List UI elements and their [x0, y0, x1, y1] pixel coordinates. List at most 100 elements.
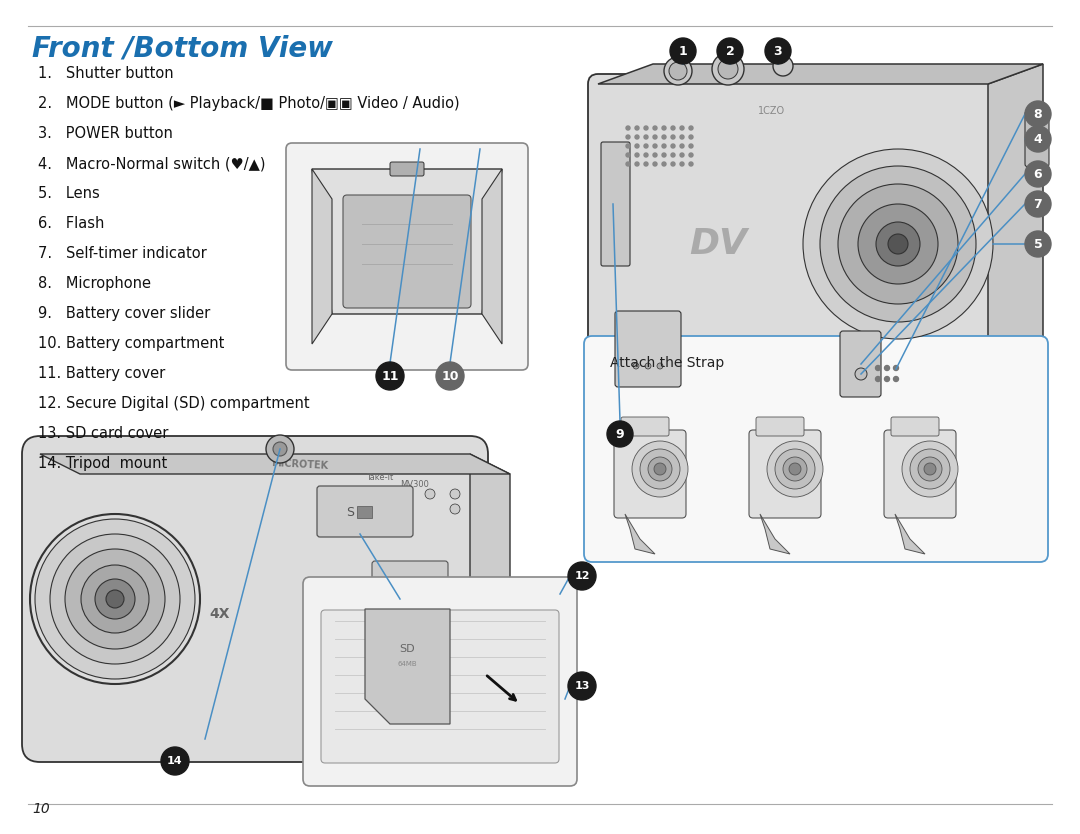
Circle shape — [662, 135, 666, 139]
Circle shape — [712, 53, 744, 85]
Text: Attach the Strap: Attach the Strap — [610, 356, 725, 370]
Text: 13. SD card cover: 13. SD card cover — [38, 426, 168, 441]
Circle shape — [644, 162, 648, 166]
FancyBboxPatch shape — [885, 430, 956, 518]
Circle shape — [607, 421, 633, 447]
Circle shape — [680, 144, 684, 148]
Text: 3: 3 — [773, 44, 782, 58]
Circle shape — [626, 126, 630, 130]
FancyBboxPatch shape — [1025, 111, 1049, 167]
Text: 9.   Battery cover slider: 9. Battery cover slider — [38, 306, 211, 321]
Polygon shape — [357, 506, 372, 518]
FancyBboxPatch shape — [615, 430, 686, 518]
Circle shape — [95, 579, 135, 619]
Polygon shape — [760, 514, 789, 554]
Circle shape — [654, 463, 666, 475]
Circle shape — [773, 56, 793, 76]
Text: 6.   Flash: 6. Flash — [38, 216, 105, 231]
Text: Front /Bottom View: Front /Bottom View — [32, 34, 333, 62]
Text: 11: 11 — [381, 369, 399, 383]
Text: 6: 6 — [1034, 168, 1042, 180]
FancyBboxPatch shape — [303, 577, 577, 786]
FancyBboxPatch shape — [584, 336, 1048, 562]
Circle shape — [671, 144, 675, 148]
Text: 5: 5 — [1034, 238, 1042, 250]
Circle shape — [644, 135, 648, 139]
Text: 1: 1 — [678, 44, 687, 58]
Circle shape — [680, 153, 684, 157]
Circle shape — [662, 126, 666, 130]
Circle shape — [718, 59, 738, 79]
FancyBboxPatch shape — [600, 142, 630, 266]
Text: 8: 8 — [1034, 108, 1042, 120]
Circle shape — [775, 449, 815, 489]
Circle shape — [680, 162, 684, 166]
Polygon shape — [470, 454, 510, 744]
FancyBboxPatch shape — [756, 417, 804, 436]
Circle shape — [662, 162, 666, 166]
Circle shape — [680, 126, 684, 130]
Circle shape — [671, 162, 675, 166]
Circle shape — [450, 504, 460, 514]
Text: 2: 2 — [726, 44, 734, 58]
Text: 14. Tripod  mount: 14. Tripod mount — [38, 456, 167, 471]
Circle shape — [893, 365, 899, 370]
Circle shape — [657, 363, 663, 369]
FancyBboxPatch shape — [22, 436, 488, 762]
Circle shape — [640, 449, 680, 489]
Circle shape — [662, 144, 666, 148]
Polygon shape — [482, 169, 502, 344]
Circle shape — [876, 222, 920, 266]
Text: 10: 10 — [442, 369, 459, 383]
Text: 10: 10 — [32, 802, 50, 816]
Circle shape — [689, 135, 693, 139]
Circle shape — [671, 126, 675, 130]
Text: 14: 14 — [167, 756, 183, 766]
Circle shape — [1025, 161, 1051, 187]
Circle shape — [671, 153, 675, 157]
Text: 4: 4 — [1034, 133, 1042, 145]
Circle shape — [858, 204, 939, 284]
Circle shape — [644, 144, 648, 148]
Circle shape — [648, 457, 672, 481]
Circle shape — [35, 519, 195, 679]
Text: MV300: MV300 — [401, 480, 430, 489]
Polygon shape — [895, 514, 924, 554]
Text: 3.   POWER button: 3. POWER button — [38, 126, 173, 141]
FancyBboxPatch shape — [286, 143, 528, 370]
Circle shape — [910, 449, 950, 489]
Circle shape — [717, 38, 743, 64]
FancyBboxPatch shape — [588, 74, 998, 434]
Circle shape — [632, 441, 688, 497]
Circle shape — [838, 184, 958, 304]
Circle shape — [644, 126, 648, 130]
Circle shape — [50, 534, 180, 664]
Circle shape — [885, 376, 890, 381]
Text: MICROTEK: MICROTEK — [271, 458, 328, 470]
Circle shape — [436, 362, 464, 390]
Polygon shape — [312, 169, 502, 314]
Circle shape — [568, 672, 596, 700]
Circle shape — [902, 441, 958, 497]
Circle shape — [789, 463, 801, 475]
Text: 7.   Self-timer indicator: 7. Self-timer indicator — [38, 246, 206, 261]
Circle shape — [876, 365, 880, 370]
Circle shape — [626, 162, 630, 166]
Text: 10. Battery compartment: 10. Battery compartment — [38, 336, 225, 351]
Circle shape — [820, 166, 976, 322]
Circle shape — [653, 153, 657, 157]
Circle shape — [266, 435, 294, 463]
Circle shape — [626, 153, 630, 157]
Circle shape — [653, 162, 657, 166]
Circle shape — [635, 153, 639, 157]
Circle shape — [1025, 231, 1051, 257]
Circle shape — [689, 126, 693, 130]
Circle shape — [1025, 101, 1051, 127]
Circle shape — [653, 144, 657, 148]
Text: 64MB: 64MB — [397, 661, 417, 667]
Text: 1CZO: 1CZO — [758, 106, 785, 116]
FancyBboxPatch shape — [891, 417, 939, 436]
Circle shape — [65, 549, 165, 649]
Polygon shape — [40, 454, 510, 474]
Circle shape — [671, 135, 675, 139]
